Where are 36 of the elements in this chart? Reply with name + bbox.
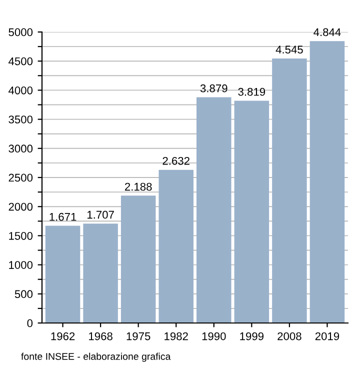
y-tick-label: 2500 [8,174,33,182]
y-tick-label: 2000 [8,202,33,211]
data-label: 3.819 [238,88,266,96]
bar [234,100,270,323]
y-tick-label: 500 [14,290,33,298]
x-tick-label: 1982 [164,332,188,340]
data-label: 2.188 [124,182,152,191]
y-tick-label: 4000 [8,86,33,94]
x-tick-label: 1962 [51,332,75,340]
bar [45,226,80,323]
y-tick-label: 5000 [8,28,33,36]
x-tick-label: 1975 [126,332,150,340]
y-tick-label: 0 [27,319,33,328]
bar [120,196,156,323]
y-tick-label: 1000 [9,261,33,269]
data-label: 1.707 [88,210,114,219]
bar [83,224,118,323]
y-tick-label: 1500 [9,232,33,240]
x-tick-label: 1968 [89,332,112,340]
bar [272,58,307,323]
x-tick-label: 1990 [202,332,226,340]
data-label: 3.879 [200,84,228,92]
x-tick-label: 2008 [278,332,302,340]
source-note: fonte INSEE - elaborazione grafica [21,352,171,362]
x-tick-label: 2019 [315,332,340,340]
data-label: 2.632 [162,156,190,165]
y-tick-label: 3500 [8,116,33,124]
bar [310,41,345,323]
x-tick-label: 1999 [240,332,264,340]
data-label: 1.671 [50,212,76,221]
data-label: 4.844 [314,28,341,36]
bar [158,170,194,323]
y-tick-label: 4500 [8,57,33,66]
bar [196,97,232,323]
data-label: 4.545 [276,46,303,54]
y-tick-label: 3000 [8,144,33,153]
